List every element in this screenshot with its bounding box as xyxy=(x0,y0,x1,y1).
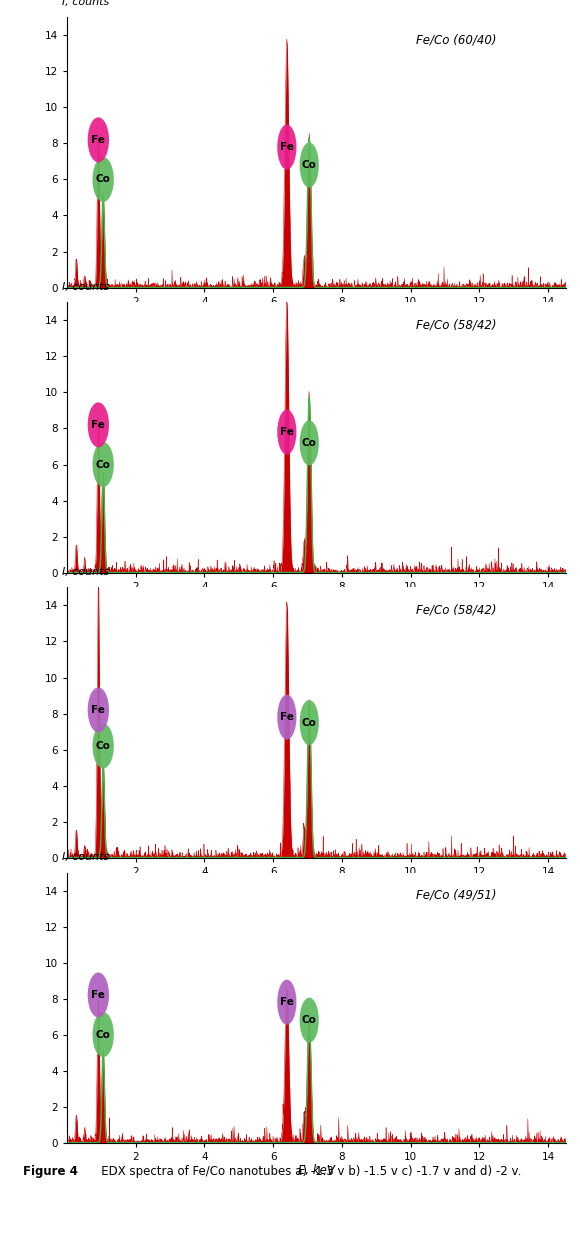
Text: I, counts: I, counts xyxy=(61,566,109,576)
Ellipse shape xyxy=(277,694,296,740)
Text: Co: Co xyxy=(96,460,111,469)
Ellipse shape xyxy=(92,442,114,487)
Ellipse shape xyxy=(277,980,296,1025)
Text: Fe: Fe xyxy=(280,142,294,152)
Text: Fe/Co (58/42): Fe/Co (58/42) xyxy=(416,319,496,332)
Ellipse shape xyxy=(300,700,319,745)
Ellipse shape xyxy=(88,972,109,1017)
Text: Fe: Fe xyxy=(92,420,106,430)
Ellipse shape xyxy=(88,117,109,163)
Text: Co: Co xyxy=(96,741,111,751)
Ellipse shape xyxy=(277,410,296,455)
Text: EDX spectra of Fe/Co nanotubes a) -1.3 v b) -1.5 v c) -1.7 v and d) -2 v.: EDX spectra of Fe/Co nanotubes a) -1.3 v… xyxy=(89,1165,521,1179)
Text: Fe: Fe xyxy=(280,712,294,722)
X-axis label: E, keV: E, keV xyxy=(298,879,335,893)
Text: Co: Co xyxy=(302,1015,317,1025)
Text: Fe/Co (60/40): Fe/Co (60/40) xyxy=(416,34,496,47)
Text: Figure 4: Figure 4 xyxy=(23,1165,78,1179)
Text: Co: Co xyxy=(302,438,317,448)
Ellipse shape xyxy=(300,420,319,466)
Text: Fe: Fe xyxy=(92,705,106,715)
Text: Co: Co xyxy=(302,718,317,728)
Text: Fe: Fe xyxy=(92,135,106,145)
X-axis label: E, keV: E, keV xyxy=(298,1165,335,1177)
Ellipse shape xyxy=(92,723,114,769)
Text: I, counts: I, counts xyxy=(61,282,109,292)
Text: Co: Co xyxy=(96,1030,111,1040)
Ellipse shape xyxy=(92,156,114,202)
Text: Co: Co xyxy=(302,160,317,170)
Text: Co: Co xyxy=(96,174,111,185)
Text: I, counts: I, counts xyxy=(61,852,109,862)
Ellipse shape xyxy=(277,124,296,170)
Ellipse shape xyxy=(88,687,109,733)
Text: Fe/Co (58/42): Fe/Co (58/42) xyxy=(416,604,496,617)
X-axis label: E, keV: E, keV xyxy=(298,309,335,323)
Text: Fe: Fe xyxy=(280,997,294,1007)
Text: Fe: Fe xyxy=(280,427,294,437)
Ellipse shape xyxy=(88,402,109,447)
Ellipse shape xyxy=(300,143,319,188)
Text: I, counts: I, counts xyxy=(61,0,109,6)
Text: Fe: Fe xyxy=(92,990,106,1000)
Text: Fe/Co (49/51): Fe/Co (49/51) xyxy=(416,889,496,902)
Ellipse shape xyxy=(92,1012,114,1057)
X-axis label: E, keV: E, keV xyxy=(298,595,335,607)
Ellipse shape xyxy=(300,997,319,1043)
